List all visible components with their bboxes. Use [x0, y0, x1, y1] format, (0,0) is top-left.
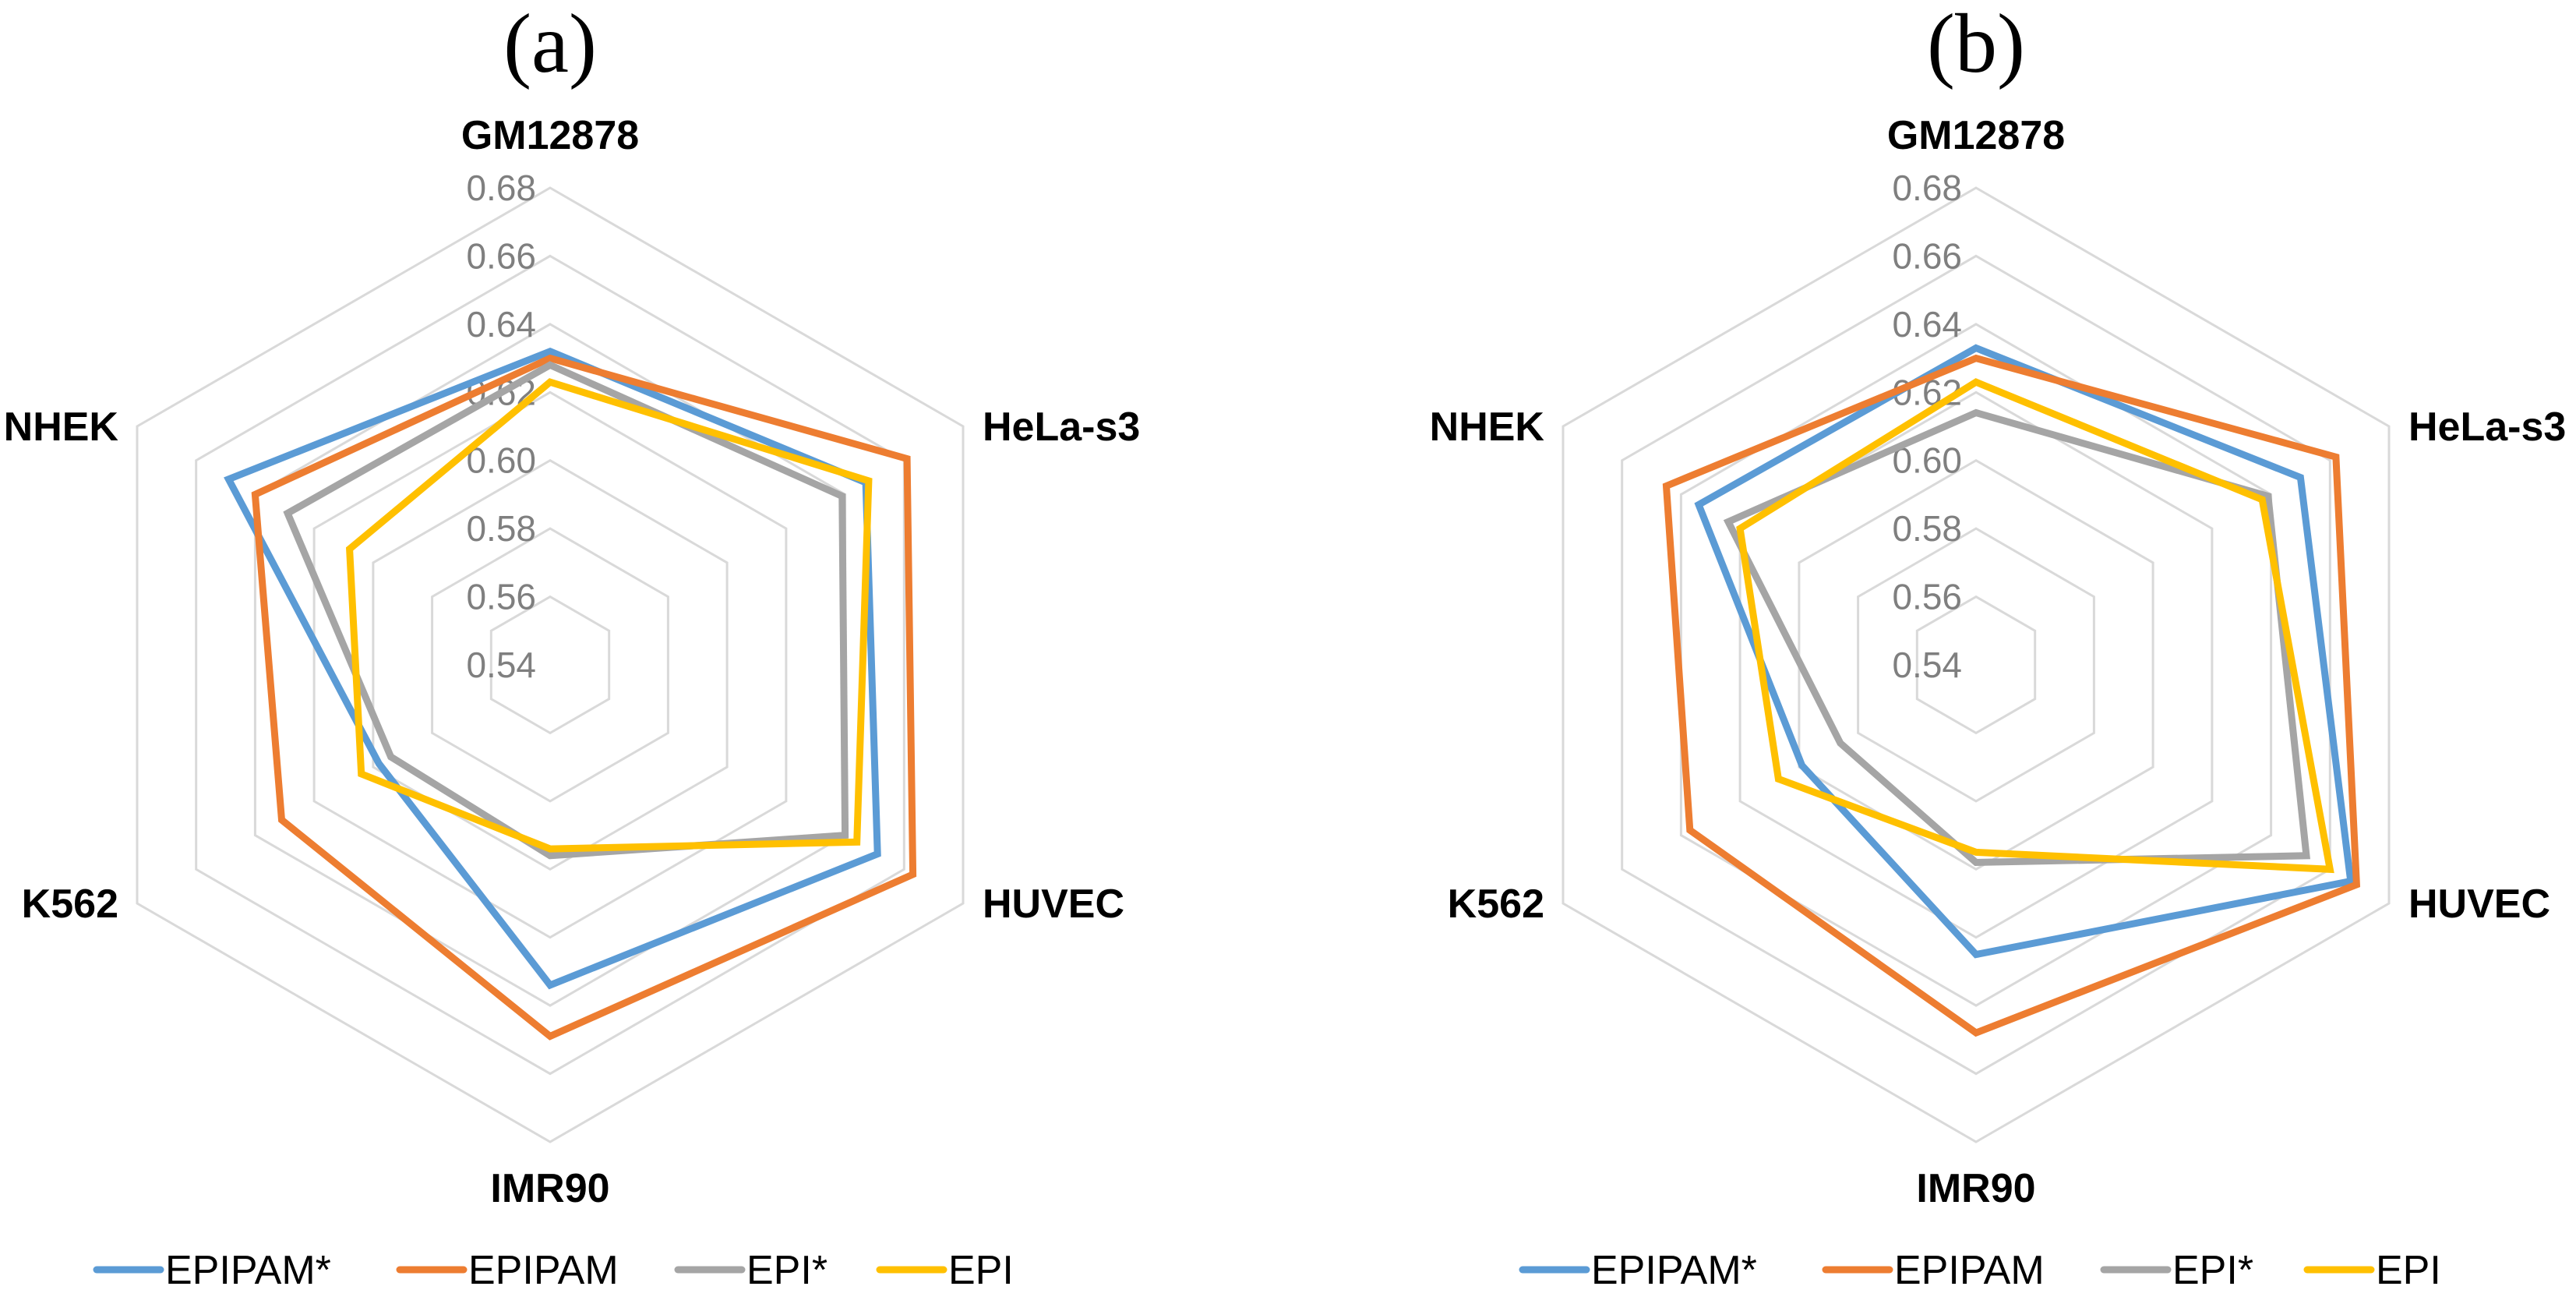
- legend: EPIPAM* EPIPAM EPI* EPI: [93, 1248, 1014, 1293]
- axis-label-k562: K562: [1448, 882, 1544, 927]
- grid-ring-0-60: [372, 458, 729, 871]
- panel-title: (a): [503, 0, 597, 90]
- grid: [136, 186, 965, 1143]
- legend-label: EPIPAM: [468, 1248, 619, 1293]
- grid-ring-0-66: [1621, 254, 2331, 1076]
- series-epi: [1736, 378, 2334, 874]
- grid-ring-0-68: [1561, 186, 2391, 1143]
- legend-item-epi-star: EPI*: [674, 1248, 827, 1293]
- legend-label: EPI: [2376, 1248, 2441, 1293]
- series-epipam-star: [1694, 344, 2355, 959]
- legend-label: EPI*: [2172, 1248, 2253, 1293]
- axis-label-nhek: NHEK: [1430, 405, 1545, 450]
- legend-item-epipam: EPIPAM: [396, 1248, 619, 1293]
- radial-tick-labels: 0.540.560.580.600.620.640.660.68: [1892, 168, 1962, 685]
- series-epi-star: [283, 361, 849, 860]
- legend-label: EPI*: [746, 1248, 827, 1293]
- tick-label: 0.66: [1892, 235, 1962, 276]
- series-epipam-star: [224, 347, 881, 990]
- series-lines: [224, 347, 917, 1041]
- axis-label-gm12878: GM12878: [461, 113, 639, 158]
- legend-label: EPI: [948, 1248, 1014, 1293]
- grid-ring-0-64: [1679, 323, 2273, 1007]
- radar-chart-b: (b) 0.540.560.580.600.620.640.660.68 GM1…: [1430, 0, 2567, 1293]
- legend-label: EPIPAM: [1894, 1248, 2045, 1293]
- axis-category-labels: GM12878 HeLa-s3 HUVEC IMR90 K562 NHEK: [1430, 113, 2567, 1211]
- tick-label: 0.56: [466, 577, 536, 617]
- tick-label: 0.66: [466, 235, 536, 276]
- axis-label-gm12878: GM12878: [1887, 113, 2065, 158]
- axis-label-hela-s3: HeLa-s3: [2408, 405, 2566, 450]
- series-epi: [345, 378, 873, 853]
- tick-label: 0.54: [466, 645, 536, 685]
- tick-label: 0.68: [1892, 168, 1962, 208]
- tick-label: 0.68: [466, 168, 536, 208]
- axis-label-imr90: IMR90: [1916, 1166, 2035, 1211]
- legend: EPIPAM* EPIPAM EPI* EPI: [1519, 1248, 2441, 1293]
- tick-label: 0.58: [1892, 508, 1962, 549]
- axis-label-huvec: HUVEC: [2408, 882, 2550, 927]
- series-epipam: [251, 354, 917, 1041]
- grid-ring-0-68: [136, 186, 965, 1143]
- legend-item-epipam-star: EPIPAM*: [1519, 1248, 1757, 1293]
- series-epipam: [1662, 354, 2361, 1037]
- series-lines: [1662, 344, 2361, 1037]
- legend-item-epi-star: EPI*: [2100, 1248, 2253, 1293]
- axis-label-huvec: HUVEC: [983, 882, 1124, 927]
- axis-label-k562: K562: [22, 882, 118, 927]
- legend-label: EPIPAM*: [165, 1248, 331, 1293]
- radar-chart-a: (a) 0.540.560.580.600.620.640.660.68 GM1…: [4, 0, 1141, 1293]
- axis-label-hela-s3: HeLa-s3: [983, 405, 1140, 450]
- grid-ring-0-56: [489, 595, 611, 735]
- grid-ring-0-56: [1915, 595, 2037, 735]
- tick-label: 0.54: [1892, 645, 1962, 685]
- tick-label: 0.64: [466, 304, 536, 345]
- legend-item-epi: EPI: [876, 1248, 1014, 1293]
- legend-item-epipam: EPIPAM: [1822, 1248, 2045, 1293]
- legend-label: EPIPAM*: [1591, 1248, 1757, 1293]
- legend-item-epi: EPI: [2303, 1248, 2441, 1293]
- axis-label-imr90: IMR90: [490, 1166, 609, 1211]
- series-epi-star: [1723, 408, 2310, 867]
- panel-title: (b): [1927, 0, 2025, 90]
- tick-label: 0.56: [1892, 577, 1962, 617]
- axis-category-labels: GM12878 HeLa-s3 HUVEC IMR90 K562 NHEK: [4, 113, 1141, 1211]
- tick-label: 0.60: [466, 440, 536, 481]
- tick-label: 0.64: [1892, 304, 1962, 345]
- axis-label-nhek: NHEK: [4, 405, 119, 450]
- legend-item-epipam-star: EPIPAM*: [93, 1248, 331, 1293]
- grid-ring-0-60: [1798, 458, 2154, 871]
- grid-ring-0-58: [1857, 527, 2095, 803]
- tick-label: 0.58: [466, 508, 536, 549]
- grid-ring-0-58: [431, 527, 669, 803]
- grid-ring-0-62: [312, 390, 788, 939]
- grid: [1561, 186, 2391, 1143]
